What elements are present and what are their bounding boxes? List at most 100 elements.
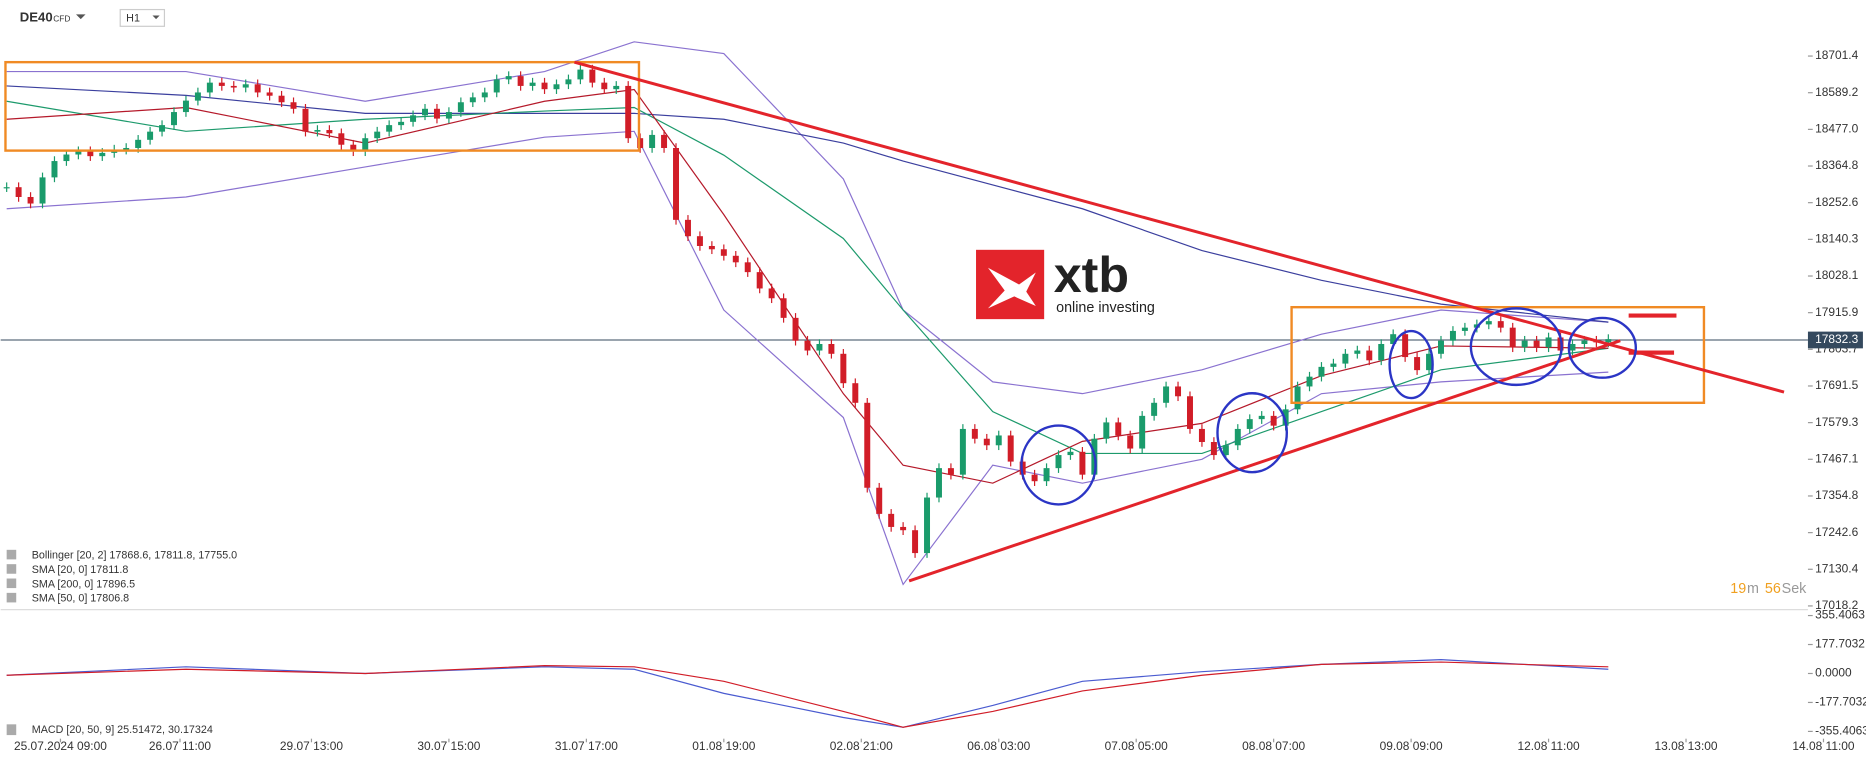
candle bbox=[1139, 415, 1146, 449]
candle bbox=[661, 134, 668, 148]
candle bbox=[51, 161, 58, 178]
candle bbox=[171, 112, 177, 126]
candle bbox=[3, 187, 10, 189]
y-tick-label: -355.4063 bbox=[1815, 724, 1866, 738]
circle bbox=[1216, 392, 1288, 474]
symbol: DE40 bbox=[20, 9, 53, 24]
candle bbox=[983, 438, 990, 446]
candle bbox=[625, 85, 632, 139]
candle bbox=[326, 130, 333, 134]
x-tick-label: 12.08 11:00 bbox=[1517, 739, 1580, 753]
indicator-line bbox=[6, 88, 1609, 484]
candle bbox=[206, 82, 213, 93]
candle bbox=[290, 102, 297, 109]
candle bbox=[1354, 350, 1361, 354]
legend-icon bbox=[6, 578, 17, 589]
candle bbox=[888, 513, 895, 527]
y-tick-label: 177.7032 bbox=[1815, 637, 1865, 651]
x-tick-label: 01.08 19:00 bbox=[692, 739, 755, 753]
candle bbox=[457, 102, 464, 113]
candle bbox=[876, 487, 883, 514]
candle bbox=[1497, 321, 1504, 328]
candle bbox=[1438, 340, 1444, 354]
brand-tagline: online investing bbox=[1056, 300, 1155, 316]
candle bbox=[1581, 340, 1588, 344]
candle bbox=[278, 95, 285, 103]
candle bbox=[1186, 396, 1193, 429]
candle bbox=[804, 340, 811, 351]
legend-entry: Bollinger [20, 2] 17868.6, 17811.8, 1775… bbox=[32, 550, 237, 562]
y-tick-label: 17691.5 bbox=[1815, 378, 1859, 392]
x-tick-label: 26.07 11:00 bbox=[149, 739, 212, 753]
y-tick-label: 18140.3 bbox=[1815, 232, 1859, 246]
candle bbox=[374, 131, 381, 139]
timer-seconds: 56 bbox=[1765, 581, 1781, 597]
candle bbox=[828, 343, 835, 354]
candle bbox=[1461, 327, 1468, 331]
last-price-box bbox=[1807, 331, 1863, 349]
indicator-line bbox=[6, 100, 1609, 455]
x-tick-label: 07.08 05:00 bbox=[1105, 739, 1168, 753]
legend-icon bbox=[6, 549, 17, 560]
timer-seconds-unit: Sek bbox=[1782, 581, 1808, 597]
candle bbox=[433, 108, 440, 119]
candle bbox=[1007, 435, 1014, 462]
symbol-dropdown[interactable] bbox=[75, 14, 86, 20]
candle bbox=[1127, 435, 1134, 449]
candle bbox=[1318, 366, 1325, 377]
candle bbox=[935, 468, 942, 498]
candle bbox=[1031, 474, 1038, 482]
candle bbox=[1426, 353, 1433, 371]
candle bbox=[493, 79, 500, 93]
candle bbox=[1533, 340, 1540, 348]
candle bbox=[553, 84, 560, 90]
y-tick-label: 18364.8 bbox=[1815, 158, 1859, 172]
candle bbox=[1210, 442, 1217, 456]
circle bbox=[1388, 329, 1434, 400]
macd-legend: MACD [20, 50, 9] 25.51472, 30.17324 bbox=[32, 724, 213, 736]
y-tick-label: 18477.0 bbox=[1815, 122, 1859, 136]
legend-entry: SMA [50, 0] 17806.8 bbox=[32, 593, 129, 605]
candle bbox=[27, 196, 34, 204]
candle bbox=[732, 255, 739, 263]
candle bbox=[541, 82, 548, 90]
x-tick-label: 09.08 09:00 bbox=[1380, 739, 1443, 753]
candle bbox=[696, 236, 703, 246]
x-tick-label: 30.07 15:00 bbox=[417, 739, 480, 753]
candle bbox=[1605, 339, 1612, 343]
candle bbox=[1163, 386, 1170, 403]
legend-icon bbox=[6, 592, 17, 603]
y-tick-label: 17242.6 bbox=[1815, 525, 1859, 539]
brand-name: xtb bbox=[1054, 247, 1129, 303]
candle bbox=[1055, 455, 1062, 469]
y-tick-label: 17018.2 bbox=[1815, 598, 1859, 612]
candle bbox=[1414, 357, 1421, 371]
timeframe: H1 bbox=[126, 12, 140, 24]
candle bbox=[565, 79, 572, 85]
legend-entry: SMA [20, 0] 17811.8 bbox=[32, 564, 129, 576]
range-box bbox=[1290, 305, 1706, 405]
candle bbox=[768, 288, 775, 299]
range-box bbox=[4, 60, 641, 152]
y-tick-label: -177.7032 bbox=[1815, 695, 1866, 709]
y-tick-label: 18252.6 bbox=[1815, 195, 1859, 209]
candle bbox=[194, 92, 201, 101]
x-tick-label: 29.07 13:00 bbox=[280, 739, 343, 753]
y-tick-label: 0.0000 bbox=[1815, 666, 1852, 680]
candle bbox=[1115, 422, 1122, 436]
candle bbox=[398, 121, 405, 126]
x-tick-label: 08.08 07:00 bbox=[1242, 739, 1305, 753]
candle bbox=[1545, 337, 1552, 348]
candle bbox=[75, 151, 82, 155]
candle bbox=[1103, 422, 1110, 439]
candle bbox=[995, 435, 1002, 446]
x-tick-label: 13.08 13:00 bbox=[1654, 739, 1717, 753]
candle bbox=[422, 108, 428, 116]
candle bbox=[481, 92, 488, 98]
candle bbox=[1222, 445, 1229, 456]
y-tick-label: 17915.9 bbox=[1815, 305, 1859, 319]
timeframe-select[interactable] bbox=[119, 8, 166, 27]
y-tick-label: 17354.8 bbox=[1815, 488, 1859, 502]
